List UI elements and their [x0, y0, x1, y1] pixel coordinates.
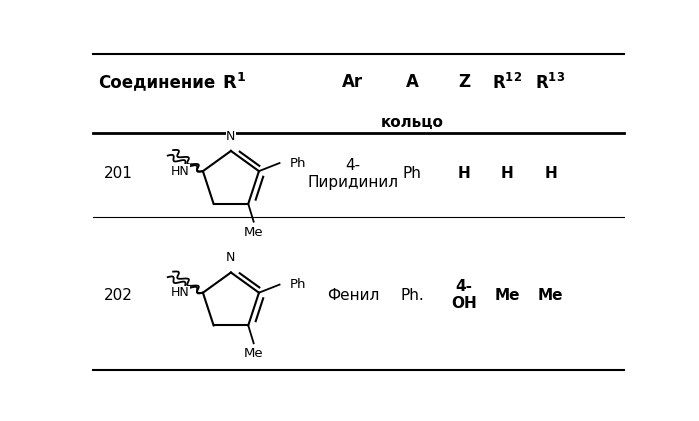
Text: Соединение: Соединение [98, 73, 215, 91]
Text: A: A [406, 73, 419, 91]
Text: Ph: Ph [289, 157, 305, 170]
Text: H: H [545, 166, 557, 181]
Text: Ph.: Ph. [401, 288, 424, 303]
Text: Me: Me [494, 288, 520, 303]
Text: $\mathbf{R^{13}}$: $\mathbf{R^{13}}$ [535, 73, 565, 93]
Text: Me: Me [244, 226, 264, 239]
Text: $\mathbf{R^1}$: $\mathbf{R^1}$ [222, 73, 245, 93]
Text: $\mathbf{R^{12}}$: $\mathbf{R^{12}}$ [492, 73, 522, 93]
Text: H: H [501, 166, 514, 181]
Text: Ph: Ph [289, 278, 305, 291]
Text: N: N [226, 130, 236, 143]
Text: Ar: Ar [343, 73, 363, 91]
Text: Me: Me [538, 288, 563, 303]
Text: HN: HN [171, 165, 189, 178]
Text: Z: Z [458, 73, 470, 91]
Text: Ph: Ph [403, 166, 422, 181]
Text: кольцо: кольцо [381, 115, 444, 131]
Text: HN: HN [171, 286, 189, 299]
Text: Фенил: Фенил [326, 288, 379, 303]
Text: 4-
Пиридинил: 4- Пиридинил [308, 157, 398, 190]
Text: 4-
OH: 4- OH [451, 279, 477, 312]
Text: H: H [458, 166, 470, 181]
Text: Me: Me [244, 347, 264, 360]
Text: N: N [226, 251, 236, 264]
Text: 202: 202 [103, 288, 133, 303]
Text: 201: 201 [103, 166, 133, 181]
